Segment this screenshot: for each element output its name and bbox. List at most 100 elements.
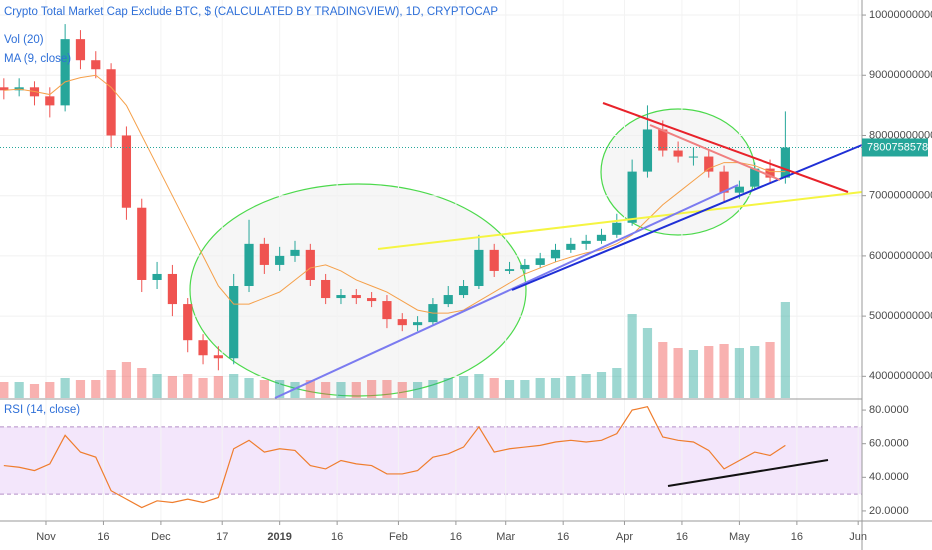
x-tick-label: Mar bbox=[496, 531, 515, 543]
volume-bar bbox=[351, 382, 361, 398]
volume-bar bbox=[566, 376, 576, 398]
candle-body bbox=[275, 255, 285, 265]
candle-body bbox=[612, 222, 622, 235]
candle-body bbox=[382, 301, 392, 320]
candle-body bbox=[443, 295, 453, 305]
candle-body bbox=[489, 249, 499, 271]
volume-bar bbox=[259, 380, 269, 398]
y-tick-label: 70000000000 bbox=[869, 190, 932, 202]
candle-body bbox=[719, 171, 729, 193]
volume-bar bbox=[673, 348, 683, 398]
volume-label: Vol (20) bbox=[4, 34, 44, 46]
volume-bar bbox=[382, 380, 392, 398]
candle-body bbox=[658, 129, 668, 151]
x-tick-label: Apr bbox=[616, 531, 633, 543]
y-tick-label: 80000000000 bbox=[869, 129, 932, 141]
x-tick-label: Feb bbox=[389, 531, 408, 543]
volume-bar bbox=[704, 346, 714, 398]
price-panel bbox=[0, 0, 862, 520]
y-tick-label: 20.0000 bbox=[869, 505, 909, 517]
candle-body bbox=[474, 249, 484, 287]
volume-bar bbox=[504, 380, 515, 398]
volume-bar bbox=[428, 380, 438, 398]
candle-body bbox=[704, 156, 714, 172]
candle-body bbox=[259, 243, 269, 265]
candle-body bbox=[336, 295, 346, 299]
rsi-band bbox=[0, 426, 862, 495]
volume-bar bbox=[612, 368, 622, 398]
candle-body bbox=[750, 168, 760, 187]
annotations bbox=[189, 108, 756, 397]
candle-body bbox=[458, 286, 469, 296]
volume-bar bbox=[596, 372, 607, 398]
trendline bbox=[602, 102, 849, 193]
candle-body bbox=[566, 243, 576, 250]
volume-bar bbox=[305, 380, 315, 398]
candle-body bbox=[60, 39, 70, 106]
candle-body bbox=[397, 319, 407, 326]
x-tick-label: 16 bbox=[557, 531, 569, 543]
candle-body bbox=[198, 340, 208, 356]
candle-body bbox=[780, 147, 790, 178]
candle-body bbox=[0, 87, 9, 91]
volume-bar bbox=[213, 376, 223, 398]
volume-bar bbox=[121, 362, 132, 398]
ma-label: MA (9, close) bbox=[4, 53, 71, 65]
volume-bar bbox=[198, 378, 208, 398]
y-tick-label: 90000000000 bbox=[869, 69, 932, 81]
volume-bar bbox=[688, 350, 699, 398]
rsi-line bbox=[3, 406, 786, 509]
volume-bar bbox=[0, 382, 9, 398]
volume-bar bbox=[183, 374, 193, 398]
last-price-box bbox=[862, 138, 928, 157]
volume-bar bbox=[60, 378, 70, 398]
volume-bar bbox=[75, 380, 86, 398]
candle-body bbox=[121, 135, 132, 208]
candle-body bbox=[244, 243, 254, 287]
candle-body bbox=[673, 150, 683, 157]
volume-bar bbox=[45, 382, 55, 398]
ma-line bbox=[3, 74, 786, 314]
candle-body bbox=[688, 156, 699, 158]
volume-bar bbox=[397, 382, 407, 398]
volume-bar bbox=[458, 376, 469, 398]
candle-body bbox=[183, 304, 193, 341]
volume-bar bbox=[489, 378, 499, 398]
volume-bar bbox=[734, 348, 745, 398]
candle-body bbox=[152, 273, 162, 280]
candle-body bbox=[290, 249, 300, 256]
trendline bbox=[377, 191, 863, 250]
candle-body bbox=[412, 322, 423, 326]
candle-body bbox=[504, 269, 515, 271]
rsi-background bbox=[0, 426, 862, 495]
x-tick-label: 2019 bbox=[267, 531, 291, 543]
candle-body bbox=[213, 355, 223, 359]
volume-bar bbox=[750, 346, 760, 398]
volume-bar bbox=[658, 342, 668, 398]
volume-bar bbox=[152, 374, 162, 398]
y-tick-label: 50000000000 bbox=[869, 310, 932, 322]
x-tick-label: Jun bbox=[849, 531, 867, 543]
candle-body bbox=[321, 279, 331, 299]
volume-bar bbox=[229, 374, 239, 398]
candle-body bbox=[75, 39, 86, 61]
candle-body bbox=[581, 240, 591, 244]
x-tick-label: 16 bbox=[791, 531, 803, 543]
volume-bar bbox=[367, 380, 377, 398]
volume-bar bbox=[275, 380, 285, 398]
candle-body bbox=[367, 298, 377, 302]
volume-bar bbox=[137, 368, 147, 398]
x-tick-label: 16 bbox=[331, 531, 343, 543]
y-tick-label: 60.0000 bbox=[869, 438, 909, 450]
candle-body bbox=[45, 96, 55, 106]
volume-bar bbox=[321, 382, 331, 398]
trendlines bbox=[274, 102, 863, 487]
volume-bar bbox=[91, 380, 101, 398]
candle-body bbox=[765, 168, 775, 178]
chart-title: Crypto Total Market Cap Exclude BTC, $ (… bbox=[4, 6, 498, 18]
volume-bar bbox=[474, 374, 484, 398]
volume-bar bbox=[719, 344, 729, 398]
x-tick-label: 17 bbox=[216, 531, 228, 543]
volume-bar bbox=[336, 382, 346, 398]
y-tick-label: 80.0000 bbox=[869, 404, 909, 416]
